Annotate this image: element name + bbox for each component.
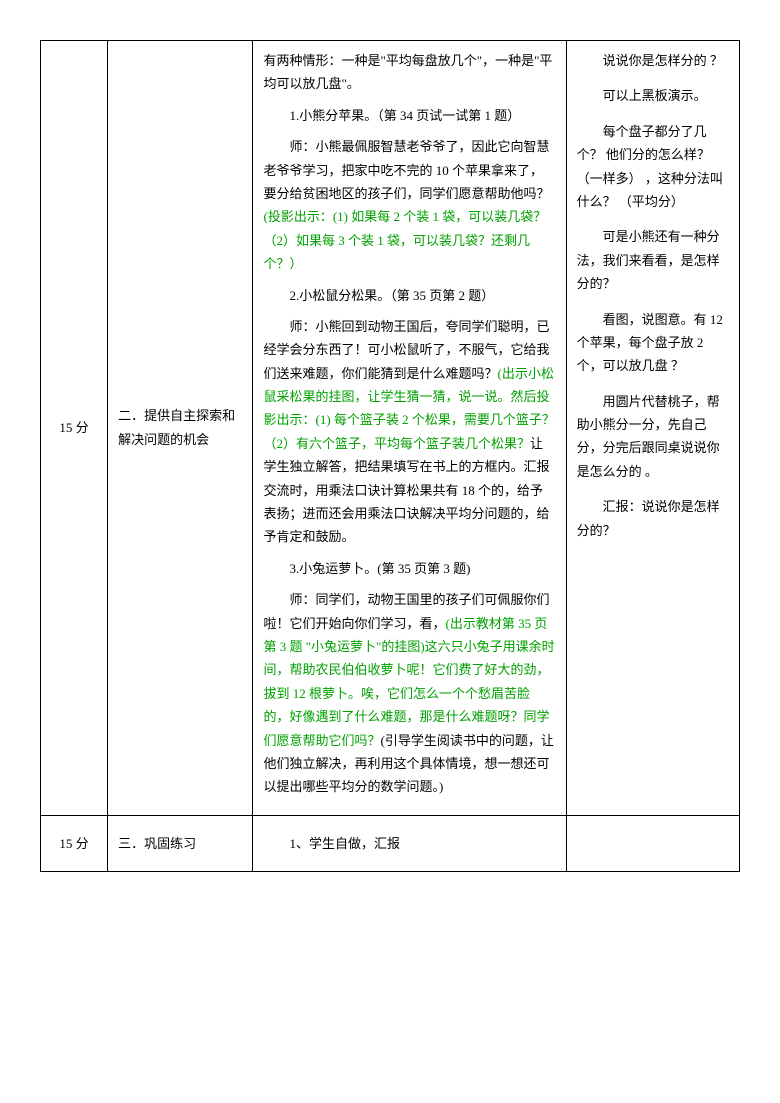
lesson-plan-table: 15 分 二．提供自主探索和解决问题的机会 有两种情形：一种是"平均每盘放几个"…	[40, 40, 740, 872]
content-paragraph: 2.小松鼠分松果。（第 35 页第 2 题）	[263, 284, 555, 307]
content-text: 3.小兔运萝卜。(第 35 页第 3 题)	[289, 561, 470, 576]
main-content-cell: 1、学生自做，汇报	[253, 815, 566, 871]
section-cell: 三．巩固练习	[108, 815, 253, 871]
notes-cell	[566, 815, 739, 871]
time-value: 15 分	[59, 420, 88, 435]
content-paragraph: 师：同学们，动物王国里的孩子们可佩服你们啦！它们开始向你们学习，看，(出示教材第…	[263, 588, 555, 799]
note-paragraph: 汇报：说说你是怎样分的？	[577, 495, 729, 542]
content-text: 1、学生自做，汇报	[289, 836, 400, 851]
content-text: 1.小熊分苹果。（第 34 页试一试第 1 题）	[289, 108, 520, 123]
section-title: 二．提供自主探索和解决问题的机会	[118, 408, 235, 446]
content-paragraph: 3.小兔运萝卜。(第 35 页第 3 题)	[263, 557, 555, 580]
content-text: 师：小熊最佩服智慧老爷爷了，因此它向智慧老爷爷学习，把家中吃不完的 10 个苹果…	[263, 139, 549, 201]
content-paragraph: 有两种情形：一种是"平均每盘放几个"，一种是"平均可以放几盘"。	[263, 49, 555, 96]
note-paragraph: 用圆片代替桃子，帮助小熊分一分，先自己分，分完后跟同桌说说你是怎么分的 。	[577, 390, 729, 484]
content-paragraph: 师：小熊回到动物王国后，夸同学们聪明，已经学会分东西了！可小松鼠听了，不服气，它…	[263, 315, 555, 549]
time-value: 15 分	[59, 836, 88, 851]
note-paragraph: 说说你是怎样分的 ？	[577, 49, 729, 72]
table-row: 15 分 三．巩固练习 1、学生自做，汇报	[41, 815, 740, 871]
table-body: 15 分 二．提供自主探索和解决问题的机会 有两种情形：一种是"平均每盘放几个"…	[41, 41, 740, 872]
content-text: (投影出示：(1) 如果每 2 个装 1 袋，可以装几袋？（2）如果每 3 个装…	[263, 209, 546, 271]
content-text: 让学生独立解答，把结果填写在书上的方框内。汇报交流时，用乘法口诀计算松果共有 1…	[263, 436, 549, 545]
note-paragraph: 每个盘子都分了几个？ 他们分的怎么样？ （一样多） ，这种分法叫什么？ （平均分…	[577, 120, 729, 214]
notes-cell: 说说你是怎样分的 ？ 可以上黑板演示。每个盘子都分了几个？ 他们分的怎么样？ （一…	[566, 41, 739, 816]
time-cell: 15 分	[41, 41, 108, 816]
content-paragraph: 1、学生自做，汇报	[263, 832, 555, 855]
content-text: 2.小松鼠分松果。（第 35 页第 2 题）	[289, 288, 494, 303]
time-cell: 15 分	[41, 815, 108, 871]
content-paragraph: 1.小熊分苹果。（第 34 页试一试第 1 题）	[263, 104, 555, 127]
main-content-cell: 有两种情形：一种是"平均每盘放几个"，一种是"平均可以放几盘"。 1.小熊分苹果。…	[253, 41, 566, 816]
table-row: 15 分 二．提供自主探索和解决问题的机会 有两种情形：一种是"平均每盘放几个"…	[41, 41, 740, 816]
content-text: 有两种情形：一种是"平均每盘放几个"，一种是"平均可以放几盘"。	[263, 53, 552, 91]
content-text: (出示教材第 35 页第 3 题 "小兔运萝卜"的挂图)这六只小兔子用课余时间，…	[263, 616, 554, 748]
section-cell: 二．提供自主探索和解决问题的机会	[108, 41, 253, 816]
note-paragraph: 看图，说图意。有 12 个苹果，每个盘子放 2 个，可以放几盘 ？	[577, 308, 729, 378]
note-paragraph: 可是小熊还有一种分法，我们来看看，是怎样分的？	[577, 225, 729, 295]
section-title: 三．巩固练习	[118, 836, 196, 851]
content-paragraph: 师：小熊最佩服智慧老爷爷了，因此它向智慧老爷爷学习，把家中吃不完的 10 个苹果…	[263, 135, 555, 275]
note-paragraph: 可以上黑板演示。	[577, 84, 729, 107]
